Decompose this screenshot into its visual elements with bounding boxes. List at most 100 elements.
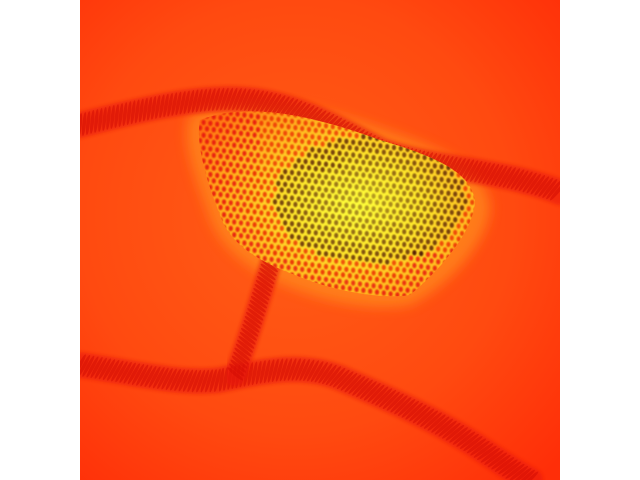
ridge-bead bbox=[299, 358, 310, 381]
lattice-dot bbox=[327, 180, 332, 187]
ridge-bead bbox=[248, 89, 260, 112]
ridge-bead bbox=[275, 358, 284, 382]
lattice-dot bbox=[323, 263, 329, 270]
lattice-dot bbox=[249, 151, 254, 157]
lattice-dot bbox=[354, 158, 359, 165]
lattice-dot bbox=[269, 256, 274, 263]
lattice-dot bbox=[463, 185, 468, 192]
lattice-dot bbox=[289, 259, 295, 265]
lattice-dot bbox=[262, 115, 267, 121]
lattice-dot bbox=[228, 148, 233, 155]
lattice-dot bbox=[232, 206, 237, 212]
lattice-dot bbox=[422, 154, 427, 161]
lattice-dot bbox=[334, 271, 339, 277]
lattice-dot bbox=[412, 275, 417, 281]
lattice-dot bbox=[242, 150, 247, 157]
ridge-bead bbox=[90, 356, 103, 379]
lattice-dot bbox=[249, 126, 254, 132]
lattice-dot bbox=[334, 258, 339, 264]
ridge-bead bbox=[142, 97, 148, 122]
lattice-dot bbox=[371, 219, 376, 225]
lattice-dot bbox=[225, 192, 230, 199]
ridge-bead bbox=[480, 447, 501, 463]
lattice-dot bbox=[327, 219, 332, 225]
lattice-dot bbox=[347, 285, 352, 292]
lattice-dot bbox=[374, 238, 380, 244]
lattice-dot bbox=[361, 249, 366, 255]
lattice-dot bbox=[391, 208, 397, 215]
lattice-dot bbox=[204, 138, 210, 145]
ridge-bead bbox=[136, 364, 149, 386]
lattice-dot bbox=[317, 186, 322, 192]
lattice-dot bbox=[334, 284, 339, 290]
lattice-dot bbox=[463, 198, 468, 205]
ridge-bead bbox=[151, 95, 157, 120]
lattice-dot bbox=[364, 141, 369, 147]
lattice-dot bbox=[436, 246, 441, 252]
lattice-dot bbox=[398, 197, 403, 203]
lattice-dot bbox=[320, 154, 325, 160]
lattice-dot bbox=[235, 111, 240, 117]
ridge-bead bbox=[456, 431, 476, 447]
ridge-bead bbox=[465, 160, 479, 182]
lattice-dot bbox=[269, 218, 274, 224]
lattice-dot bbox=[357, 140, 363, 146]
lattice-dot bbox=[422, 270, 427, 276]
lattice-dot bbox=[249, 113, 254, 119]
lattice-dot bbox=[283, 117, 288, 124]
lattice-dot bbox=[371, 270, 376, 276]
lattice-dot bbox=[364, 256, 369, 262]
lattice-dot bbox=[344, 151, 349, 157]
lattice-dot bbox=[385, 156, 390, 163]
ridge-bead bbox=[220, 87, 229, 111]
ridge-bead bbox=[291, 358, 301, 381]
lattice-dot bbox=[238, 143, 244, 149]
lattice-dot bbox=[425, 175, 431, 181]
lattice-dot bbox=[378, 283, 383, 290]
ridge-bead bbox=[261, 259, 278, 273]
lattice-dot bbox=[402, 241, 407, 248]
lattice-dot bbox=[385, 144, 390, 150]
lattice-dot bbox=[381, 290, 386, 296]
ridge-bead bbox=[239, 331, 256, 345]
lattice-dot bbox=[459, 205, 465, 211]
lattice-dot bbox=[354, 261, 359, 267]
lattice-dot bbox=[249, 164, 254, 170]
lattice-dot bbox=[306, 203, 312, 209]
ridge-bead bbox=[258, 271, 275, 285]
lattice-dot bbox=[245, 118, 250, 125]
ridge-bead bbox=[487, 452, 508, 468]
ridge-bead bbox=[427, 414, 446, 431]
lattice-dot bbox=[337, 278, 342, 284]
ridge-bead bbox=[318, 363, 333, 384]
lattice-dot bbox=[374, 276, 380, 282]
ridge-bead bbox=[397, 399, 416, 416]
lattice-dot bbox=[405, 197, 410, 204]
ridge-bead bbox=[94, 108, 99, 133]
lattice-dot bbox=[340, 208, 346, 214]
lattice-dot bbox=[337, 214, 342, 220]
lattice-dot bbox=[323, 187, 329, 193]
lattice-dot bbox=[354, 171, 359, 177]
ridge-bead bbox=[310, 361, 324, 382]
lattice-dot bbox=[453, 178, 458, 184]
lattice-dot bbox=[351, 229, 356, 235]
lattice-dot bbox=[419, 174, 424, 180]
lattice-dot bbox=[391, 144, 397, 151]
lattice-dot bbox=[340, 284, 346, 291]
lattice-dot bbox=[385, 246, 390, 252]
ridge-bead bbox=[231, 355, 248, 369]
lattice-dot bbox=[300, 253, 305, 260]
lattice-dot bbox=[357, 178, 363, 185]
lattice-dot bbox=[459, 217, 465, 224]
lattice-dot bbox=[368, 250, 373, 256]
lattice-dot bbox=[269, 128, 274, 135]
ridge-bead bbox=[229, 363, 245, 377]
lattice-dot bbox=[391, 285, 397, 292]
lattice-dot bbox=[289, 157, 295, 163]
ridge-bead bbox=[127, 363, 141, 385]
ridge-bead bbox=[457, 158, 470, 180]
ridge-bead bbox=[227, 367, 244, 381]
lattice-dot bbox=[232, 155, 237, 161]
lattice-dot bbox=[289, 169, 295, 176]
